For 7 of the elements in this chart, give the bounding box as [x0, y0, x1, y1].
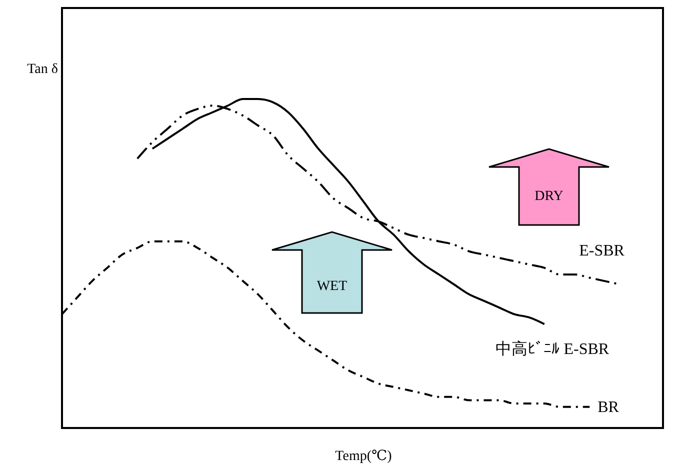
series-label: E-SBR	[579, 242, 625, 260]
series-label: BR	[598, 398, 620, 416]
annotation: WET	[316, 279, 348, 294]
series-label: 中高ﾋﾞﾆﾙ E-SBR	[496, 340, 610, 358]
y-axis-title: Tan δ	[26, 62, 58, 78]
x-axis-title: Temp(℃)	[334, 448, 393, 465]
annotation: DRY	[534, 189, 564, 204]
